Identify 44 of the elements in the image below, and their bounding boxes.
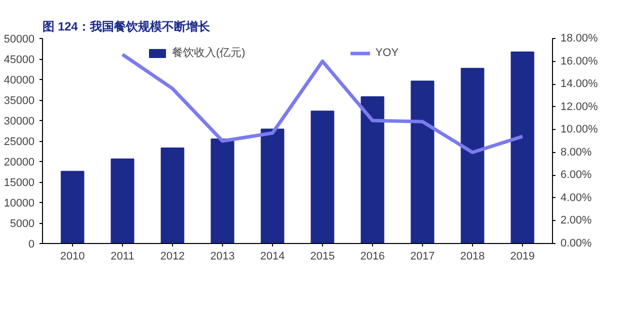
bar [260, 128, 284, 244]
x-tick-label: 2012 [160, 250, 185, 262]
y-tick-label: 15000 [4, 177, 35, 189]
y2-tick-label: 6.00% [560, 169, 592, 182]
y-tick-label: 45000 [4, 54, 35, 66]
y2-tick-label: 16.00% [560, 55, 598, 68]
x-tick-label: 2014 [260, 250, 285, 262]
y2-tick-label: 14.00% [560, 78, 598, 90]
y2-tick-label: 12.00% [560, 100, 598, 113]
y2-tick-label: 8.00% [560, 146, 592, 158]
legend-label: YOY [375, 46, 399, 58]
y2-tick-label: 10.00% [560, 124, 598, 136]
y-tick-label: 0 [28, 238, 35, 250]
x-tick-label: 2018 [460, 250, 485, 262]
y2-tick-label: 4.00% [560, 192, 592, 204]
y-tick-label: 50000 [4, 34, 35, 46]
x-tick-label: 2013 [210, 250, 235, 262]
bar [410, 80, 434, 244]
legend-label: 餐饮收入(亿元) [172, 46, 246, 60]
bar [60, 170, 84, 244]
y-tick-label: 20000 [4, 156, 35, 168]
chart-title: 图 124：我国餐饮规模不断增长 [42, 20, 211, 34]
y2-tick-label: 2.00% [560, 214, 592, 227]
y-tick-label: 40000 [4, 74, 35, 86]
y-tick-label: 35000 [4, 95, 35, 107]
y-tick-label: 10000 [4, 198, 35, 210]
bar [460, 68, 484, 244]
bar [310, 110, 334, 244]
x-tick-label: 2010 [60, 250, 85, 262]
bar [360, 96, 384, 244]
x-tick-label: 2016 [360, 250, 385, 262]
x-tick-label: 2019 [510, 250, 535, 262]
y2-tick-label: 18.00% [560, 32, 598, 44]
bar [510, 52, 534, 244]
bar [210, 138, 234, 244]
y-tick-label: 25000 [4, 136, 35, 148]
y2-tick-label: 0.00% [560, 238, 592, 250]
x-tick-label: 2011 [110, 250, 134, 262]
x-tick-label: 2015 [310, 250, 335, 262]
bar [110, 158, 134, 244]
bar [160, 147, 184, 244]
y-tick-label: 5000 [10, 218, 35, 230]
y-tick-label: 30000 [4, 116, 35, 128]
x-tick-label: 2017 [410, 250, 435, 262]
